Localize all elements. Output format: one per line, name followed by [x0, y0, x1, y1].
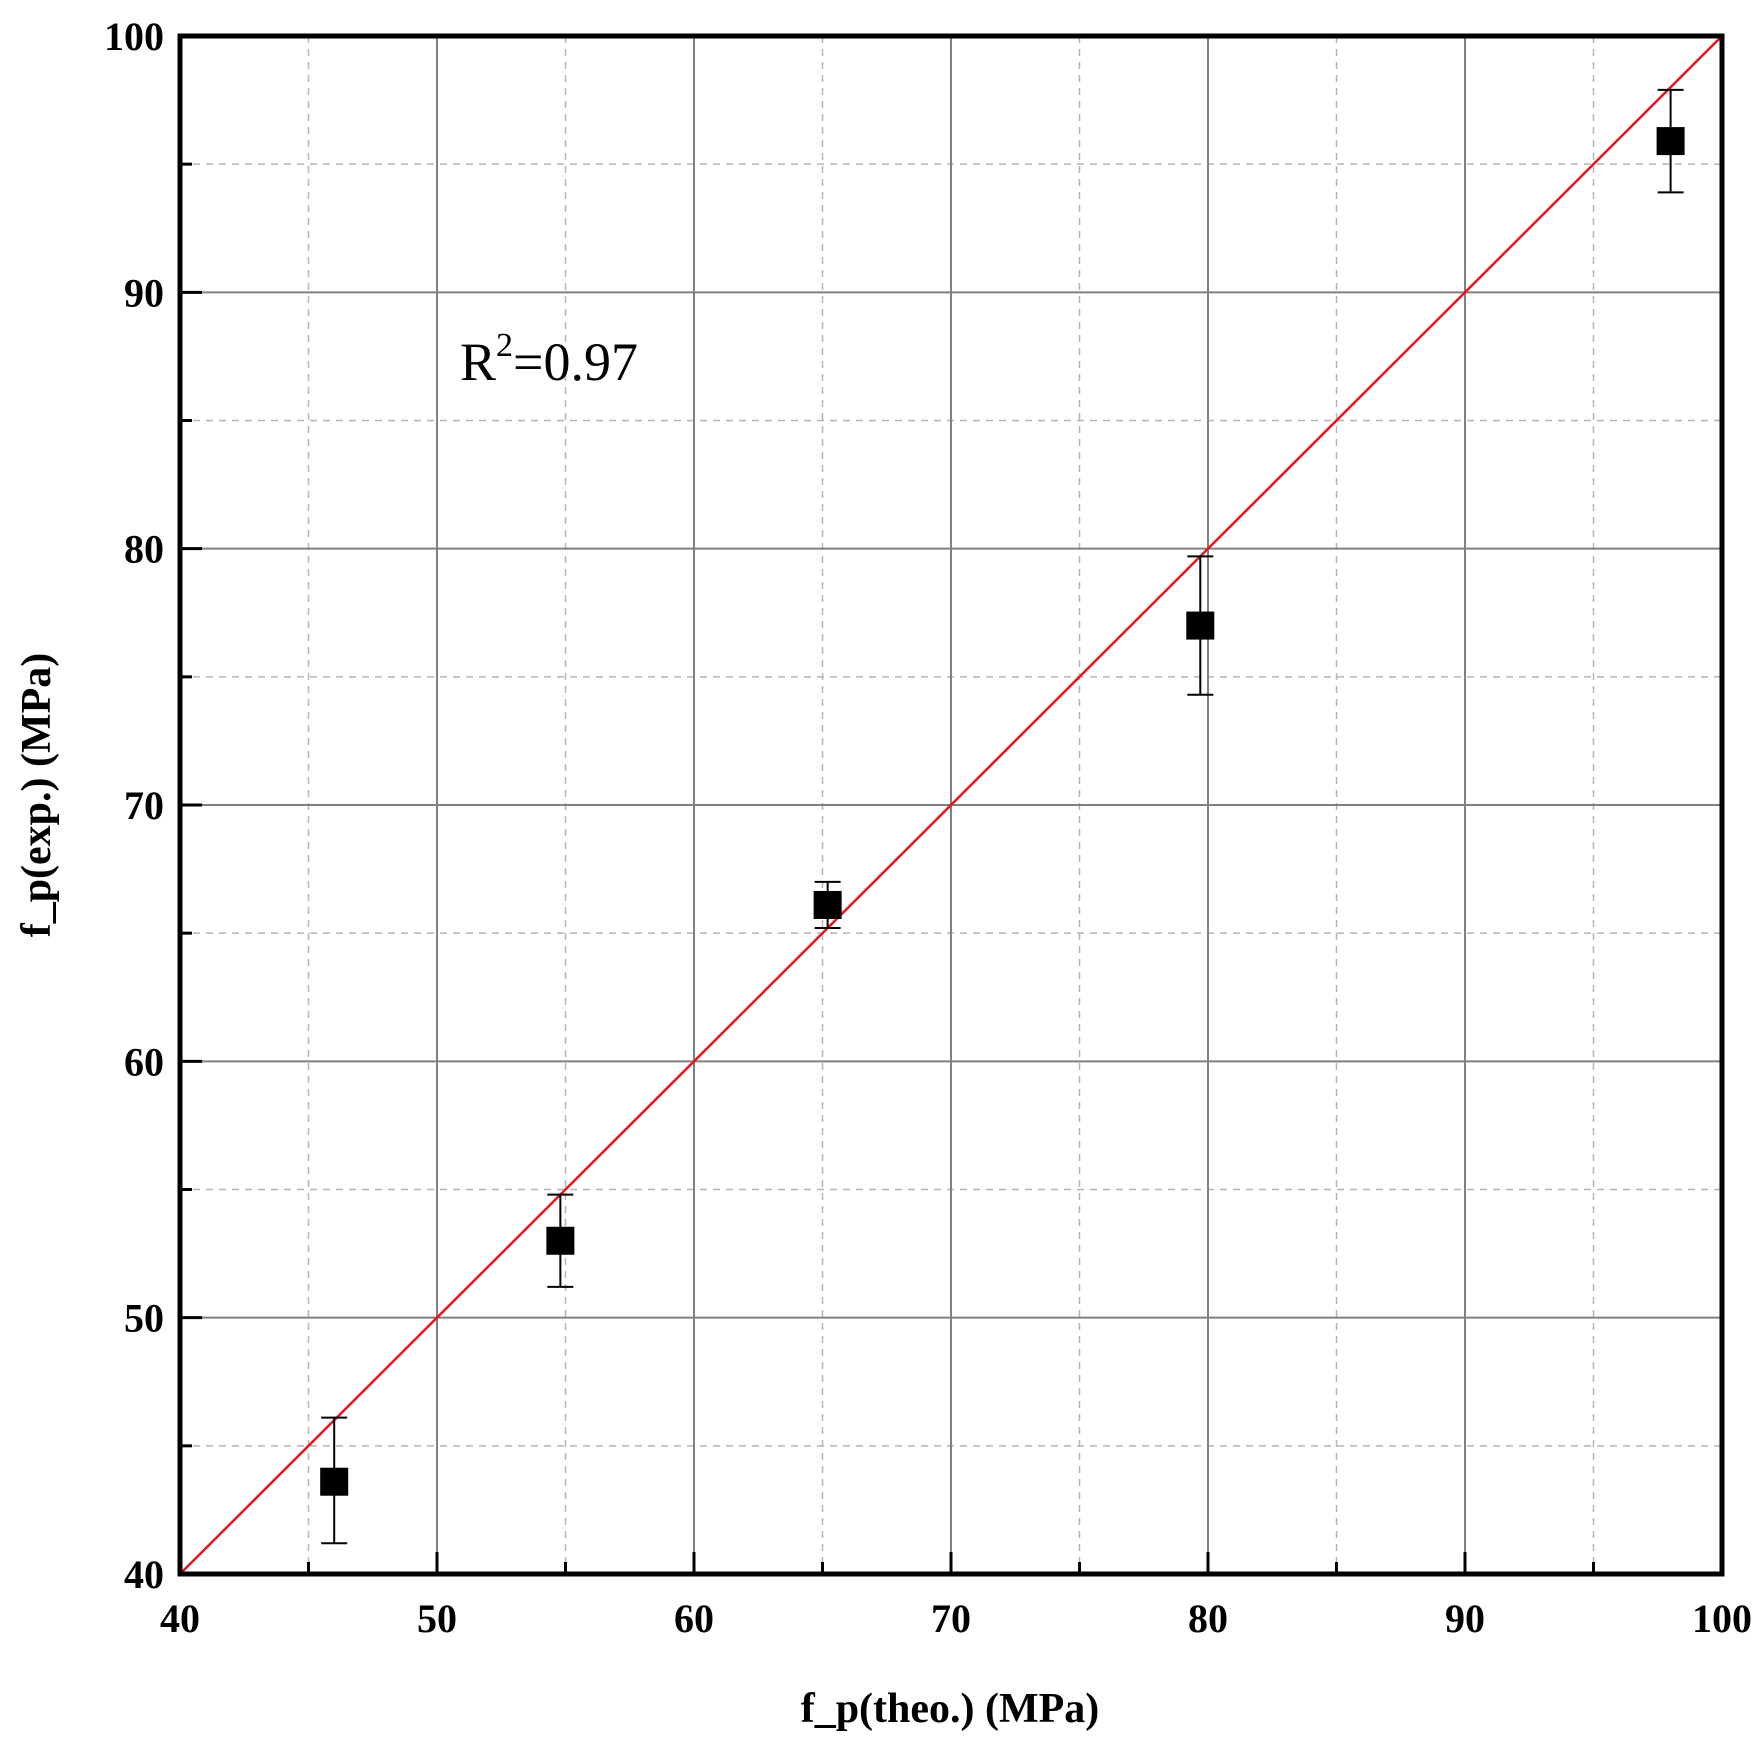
- x-tick-labels: 40 50 60 70 80 90 100: [160, 1596, 1752, 1641]
- y-tick-label: 70: [124, 783, 164, 828]
- x-axis-title: f_p(theo.) (MPa): [801, 1686, 1100, 1732]
- reference-line-y-equals-x: [179, 35, 1723, 1575]
- data-point-group: [320, 1416, 349, 1545]
- data-point-group: [1656, 88, 1685, 194]
- y-tick-label: 100: [104, 14, 164, 59]
- data-point-marker: [813, 890, 842, 919]
- y-tick-labels: 40 50 60 70 80 90 100: [104, 14, 164, 1597]
- y-tick-label: 60: [124, 1039, 164, 1084]
- x-tick-label: 70: [931, 1596, 971, 1641]
- data-point-marker: [546, 1226, 575, 1255]
- x-tick-label: 100: [1692, 1596, 1752, 1641]
- r-squared-value: =0.97: [513, 332, 638, 392]
- x-tick-label: 90: [1445, 1596, 1485, 1641]
- axis-ticks: [180, 162, 1595, 1574]
- data-point-marker: [1186, 611, 1215, 640]
- data-point-group: [813, 880, 842, 930]
- x-tick-label: 60: [674, 1596, 714, 1641]
- y-axis-title: f_p(exp.) (MPa): [14, 653, 60, 938]
- data-point-marker: [1656, 127, 1685, 156]
- y-tick-label: 80: [124, 527, 164, 572]
- r-squared-annotation: R2=0.97: [460, 327, 638, 392]
- r-squared-base: R: [460, 332, 496, 392]
- reference-line: [179, 35, 1723, 1575]
- data-point-marker: [320, 1467, 349, 1496]
- data-point-group: [1186, 555, 1215, 696]
- x-tick-label: 80: [1188, 1596, 1228, 1641]
- r-squared-superscript: 2: [496, 327, 513, 364]
- y-tick-label: 40: [124, 1552, 164, 1597]
- data-points: [320, 88, 1685, 1545]
- y-tick-label: 90: [124, 270, 164, 315]
- y-tick-label: 50: [124, 1296, 164, 1341]
- x-tick-label: 40: [160, 1596, 200, 1641]
- x-tick-label: 50: [417, 1596, 457, 1641]
- data-point-group: [546, 1193, 575, 1288]
